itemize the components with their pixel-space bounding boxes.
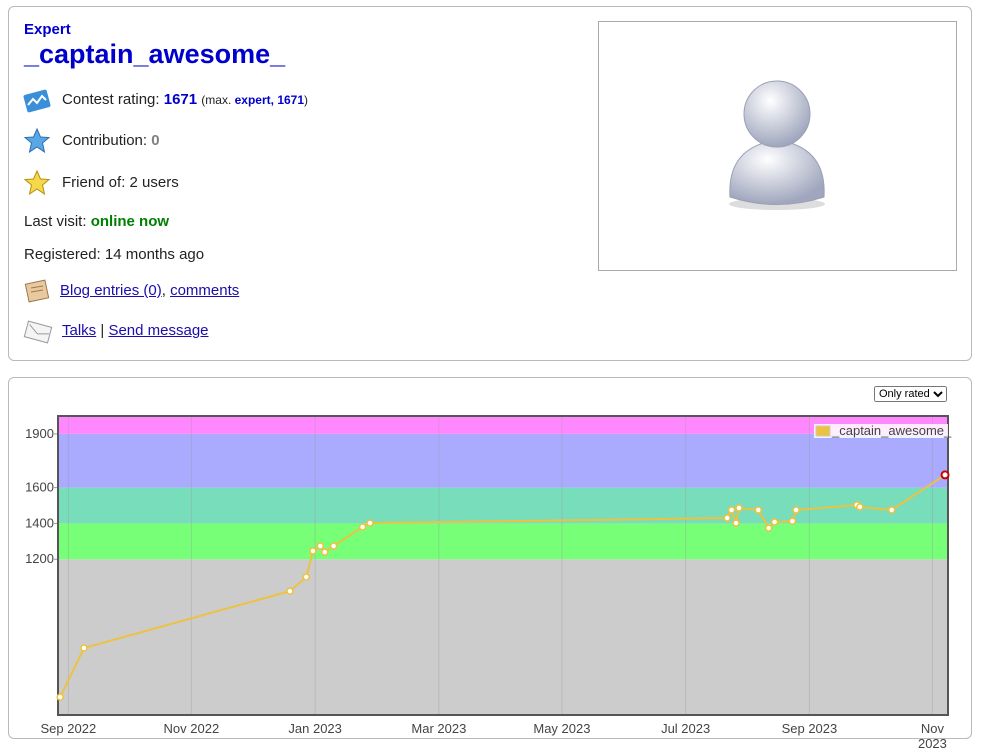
rating-point [754,506,763,514]
rating-point [856,503,864,511]
rating-point [792,506,800,514]
y-tick-label: 1400 [25,515,54,530]
handle: _captain_awesome_ [24,39,286,69]
legend-box [814,424,948,438]
contribution-label: Contribution: [62,132,148,149]
rating-label: Contest rating: [62,91,160,108]
send-message-link[interactable]: Send message [108,322,209,339]
contribution-value: 0 [151,132,160,149]
x-tick-label: Nov 2022 [163,721,220,736]
rating-band [58,523,948,560]
rating-point [56,693,64,701]
x-tick-label: Nov 2023 [917,721,947,751]
rating-icon [23,89,51,113]
rating-point [286,587,294,595]
separator: | [100,322,105,339]
rating-point [735,504,743,512]
x-tick-label: Jul 2023 [661,721,711,736]
rating-band [58,416,948,434]
blog-row: Blog entries (0), comments [60,282,239,299]
rating-point [302,573,311,581]
rating-value: 1671 [163,91,198,108]
rating-point [727,506,736,514]
rating-point [764,524,773,532]
contribution-icon [23,127,51,154]
messages-row: Talks | Send message [62,322,209,339]
rating-point [309,547,317,555]
comments-link[interactable]: comments [170,282,240,299]
friend-icon [23,169,51,196]
profile-box: Expert _captain_awesome_ Contest rating:… [8,6,972,361]
legend-label: _captain_awesome_ [831,423,952,438]
rating-point [366,519,374,527]
avatar-frame [598,21,957,271]
rating-row: Contest rating: 1671 (max. expert, 1671) [62,91,308,108]
y-tick-label: 1200 [25,551,54,566]
x-tick-label: Sep 2022 [40,721,97,736]
plot-frame [57,415,949,716]
rating-point [887,506,896,514]
rating-point [940,470,950,480]
rating-point [732,519,740,527]
rating-point [321,548,329,556]
rating-point [316,542,325,550]
legend-swatch [815,425,831,437]
chart-box: Only rated [8,377,972,739]
rating-point [80,644,88,652]
y-tick-label: 1600 [25,480,54,495]
contribution-row: Contribution: 0 [62,132,160,149]
rank: Expert [24,21,71,38]
y-tick-label: 1900 [25,426,54,441]
max-close: ) [304,93,309,107]
avatar [729,80,825,210]
last-visit-label: Last visit: [24,213,87,230]
last-visit-row: Last visit: online now [24,213,169,230]
friends: Friend of: 2 users [62,174,179,191]
x-tick-label: Jan 2023 [288,721,342,736]
rating-point [329,542,338,550]
max-open: (max. [201,93,232,107]
rating-band [58,487,948,524]
rating-point [788,517,797,525]
blog-entries-link[interactable]: Blog entries (0) [60,282,162,299]
talks-link[interactable]: Talks [62,322,97,339]
max-rank: expert, [234,93,274,107]
x-tick-label: May 2023 [533,721,591,736]
rating-band [58,559,948,715]
filter-select[interactable]: Only rated [874,386,947,402]
x-tick-label: Sep 2023 [781,721,838,736]
last-visit-value: online now [90,213,170,230]
rating-point [358,523,367,531]
max-value: 1671 [277,93,305,107]
talks-icon [23,320,53,344]
rating-chart: 1200 1400 1600 1900 _captain_awesome_ [25,415,952,716]
rating-point [770,518,779,526]
rating-band [58,433,948,488]
x-tick-label: Mar 2023 [411,721,467,736]
rating-point [723,514,731,522]
separator: , [161,282,166,299]
blog-icon [24,279,50,303]
registered: Registered: 14 months ago [24,246,205,263]
